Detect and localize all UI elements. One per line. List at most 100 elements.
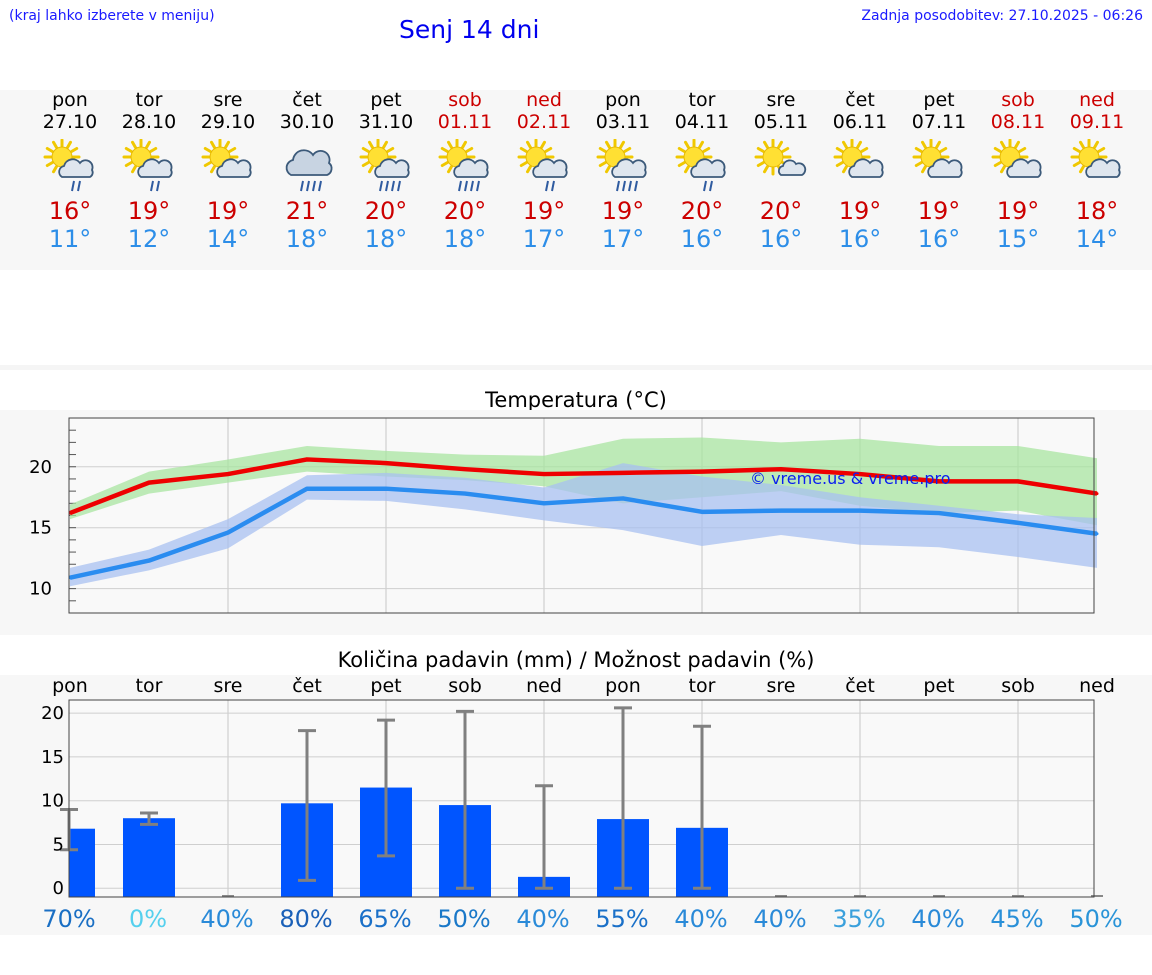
min-temperature-line [69, 486, 1098, 580]
y-tick-label: 15 [29, 518, 52, 539]
day-name: čet [845, 89, 875, 111]
temperature-chart: 10 15 20 © vreme.us & vreme.pro [0, 410, 1152, 635]
min-range-band [70, 463, 1097, 587]
max-temperature: 20° [759, 197, 803, 225]
day-name: pon [52, 89, 88, 111]
y-tick-label: 20 [41, 703, 64, 724]
category-label: čet [845, 675, 875, 697]
day-date: 03.11 [595, 111, 651, 133]
day-date: 01.11 [437, 111, 493, 133]
day-column: tor 28.10 19° 12° [109, 90, 189, 253]
day-date: 09.11 [1069, 111, 1125, 133]
day-date: 28.10 [121, 111, 177, 133]
y-tick-label: 20 [29, 457, 52, 478]
day-name: ned [526, 89, 562, 111]
precipitation-probability: 0% [129, 905, 167, 933]
max-temperature-point [937, 479, 941, 483]
max-temperature-point [226, 472, 230, 476]
sun-cloud-icon [833, 139, 884, 178]
min-temperature: 17° [601, 225, 645, 253]
plot-area [69, 700, 1094, 897]
sun-small-cloud-icon [754, 139, 807, 176]
day-column: čet 30.10 21° 18° [267, 90, 347, 253]
precipitation-chart: pon tor sre čet pet sob ned pon tor sre čet pet sob n… [0, 675, 1152, 935]
cloud-heavy-rain-icon [285, 149, 333, 192]
max-temperature-point [147, 481, 151, 485]
min-temperature: 14° [1075, 225, 1119, 253]
max-temperature-point [858, 472, 862, 476]
min-temperature-point [384, 487, 388, 491]
min-temperature: 16° [759, 225, 803, 253]
min-temperature-point [463, 492, 467, 496]
max-temperature-point [463, 467, 467, 471]
day-column: pet 07.11 19° 16° [899, 90, 979, 253]
day-date: 05.11 [753, 111, 809, 133]
max-temperature: 20° [680, 197, 724, 225]
location-hint: (kraj lahko izberete v meniju) [9, 8, 215, 24]
max-temperature: 20° [364, 197, 408, 225]
min-temperature-point [542, 501, 546, 505]
day-date: 30.10 [279, 111, 335, 133]
day-name: pon [605, 89, 641, 111]
precipitation-probability: 65% [358, 905, 411, 933]
temperature-chart-title: Temperatura (°C) [485, 388, 667, 412]
max-temperature-point [621, 471, 625, 475]
day-date: 06.11 [832, 111, 888, 133]
max-temperature-line [69, 457, 1098, 516]
day-column: sre 05.11 20° 16° [741, 90, 821, 253]
day-date: 29.10 [200, 111, 256, 133]
day-name: sre [213, 89, 243, 111]
min-temperature-point [1016, 521, 1020, 525]
day-column: pet 31.10 20° 18° [346, 90, 426, 253]
precipitation-probability: 55% [595, 905, 648, 933]
watermark: © vreme.us & vreme.pro [750, 469, 951, 488]
category-label: tor [136, 675, 163, 697]
day-column: sob 01.11 20° 18° [425, 90, 505, 253]
precipitation-probability: 35% [832, 905, 885, 933]
min-temperature-point [305, 487, 309, 491]
category-label: sre [767, 675, 796, 697]
day-date: 27.10 [42, 111, 98, 133]
max-temperature-point [384, 461, 388, 465]
y-tick-label: 0 [53, 878, 64, 899]
precipitation-probability: 80% [279, 905, 332, 933]
day-name: čet [292, 89, 322, 111]
max-temperature: 19° [601, 197, 645, 225]
category-label: tor [689, 675, 716, 697]
precipitation-probability: 40% [200, 905, 253, 933]
min-temperature-point [858, 509, 862, 513]
sun-cloud-heavy-rain-icon [596, 139, 647, 192]
min-temperature-point [226, 531, 230, 535]
day-column: ned 09.11 18° 14° [1057, 90, 1137, 253]
precipitation-probability: 40% [516, 905, 569, 933]
precipitation-probability: 45% [990, 905, 1043, 933]
category-label: sob [448, 675, 482, 697]
day-name: sob [448, 89, 482, 111]
max-temperature-point [1016, 479, 1020, 483]
day-name: sre [766, 89, 796, 111]
max-temperature-point [542, 472, 546, 476]
category-label: sre [214, 675, 243, 697]
sun-cloud-rain-icon [122, 139, 173, 192]
sun-cloud-heavy-rain-icon [359, 139, 410, 192]
plot-frame [68, 699, 1095, 898]
sun-cloud-icon [912, 139, 963, 178]
max-temperature: 19° [522, 197, 566, 225]
y-tick-label: 5 [53, 834, 64, 855]
sun-cloud-rain-icon [43, 139, 94, 192]
day-name: pet [923, 89, 955, 111]
last-updated: Zadnja posodobitev: 27.10.2025 - 06:26 [861, 8, 1143, 24]
max-temperature: 18° [1075, 197, 1119, 225]
day-name: pet [370, 89, 402, 111]
min-temperature: 16° [917, 225, 961, 253]
min-temperature-point [937, 511, 941, 515]
precipitation-chart-title: Količina padavin (mm) / Možnost padavin … [337, 648, 815, 672]
min-temperature: 14° [206, 225, 250, 253]
day-name: tor [135, 89, 163, 111]
precipitation-probability: 50% [437, 905, 490, 933]
category-label: sob [1001, 675, 1035, 697]
min-temperature: 15° [996, 225, 1040, 253]
min-temperature: 18° [285, 225, 329, 253]
day-name: ned [1079, 89, 1115, 111]
max-temperature: 19° [996, 197, 1040, 225]
